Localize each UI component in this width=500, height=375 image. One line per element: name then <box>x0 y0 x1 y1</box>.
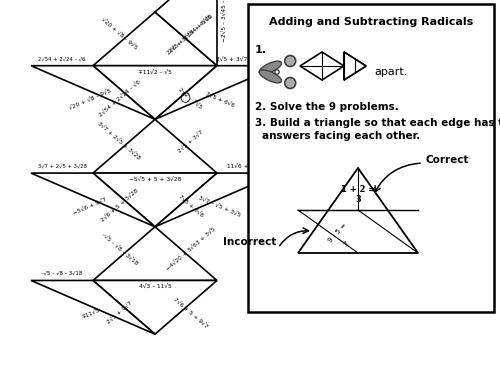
Circle shape <box>284 56 296 66</box>
Text: 1.: 1. <box>255 45 267 55</box>
Bar <box>248 4 494 312</box>
Polygon shape <box>344 52 366 80</box>
Text: 11√6 + 12√10: 11√6 + 12√10 <box>227 164 269 169</box>
Text: –√5 – √8 – 3√18: –√5 – √8 – 3√18 <box>100 231 138 266</box>
Text: 3. Build a triangle so that each edge has the same: 3. Build a triangle so that each edge ha… <box>255 118 500 128</box>
Text: 1 + 2 =: 1 + 2 = <box>341 186 375 195</box>
Text: 2√5 + 9√7: 2√5 + 9√7 <box>106 300 133 325</box>
Text: 2√2 – 7√5: 2√2 – 7√5 <box>178 86 204 109</box>
Text: 2√54 + 2√24 – √6: 2√54 + 2√24 – √6 <box>38 56 86 61</box>
Text: √20 + √8 – 9√5: √20 + √8 – 9√5 <box>68 87 112 110</box>
Polygon shape <box>93 227 217 280</box>
Circle shape <box>275 70 279 74</box>
Text: 7√6 + 5 + 9√7: 7√6 + 5 + 9√7 <box>172 296 209 329</box>
Text: −4√20 + 3√63 + 3√5: −4√20 + 3√63 + 3√5 <box>165 225 216 271</box>
Text: 7: 7 <box>342 240 349 248</box>
Text: 3√5 + 3√7 – √5 – 3√7: 3√5 + 3√7 – √5 – 3√7 <box>216 56 280 62</box>
Text: ∓11√5: ∓11√5 <box>80 308 100 320</box>
Text: 3√7 – √5 + 3√5: 3√7 – √5 + 3√5 <box>198 195 242 218</box>
Polygon shape <box>93 12 217 66</box>
Text: 2√5 + 2√54 + 5√5: 2√5 + 2√54 + 5√5 <box>168 13 213 54</box>
Text: −5√5 + 5 + 3√28: −5√5 + 5 + 3√28 <box>129 177 181 182</box>
Text: −5√6 + 9√7: −5√6 + 9√7 <box>72 197 108 216</box>
Polygon shape <box>93 66 217 119</box>
Text: 2√5 + 3√7: 2√5 + 3√7 <box>177 129 204 153</box>
Text: 7√5 + 6√6: 7√5 + 6√6 <box>204 90 235 108</box>
Text: 3: 3 <box>355 195 361 204</box>
Text: apart.: apart. <box>374 67 408 77</box>
Text: 7√5 + 6√6: 7√5 + 6√6 <box>177 193 204 217</box>
Polygon shape <box>344 52 366 80</box>
Ellipse shape <box>260 70 281 83</box>
Circle shape <box>284 78 296 88</box>
Text: –√5 – √8 – 3√18: –√5 – √8 – 3√18 <box>42 271 82 276</box>
Polygon shape <box>155 66 279 119</box>
Polygon shape <box>31 66 155 119</box>
Polygon shape <box>300 52 344 80</box>
Text: answers facing each other.: answers facing each other. <box>262 131 420 141</box>
Text: ○: ○ <box>180 92 190 104</box>
Ellipse shape <box>260 61 281 74</box>
Text: 3√7 + 2√5 + 3√28: 3√7 + 2√5 + 3√28 <box>97 121 142 161</box>
Polygon shape <box>298 168 418 253</box>
Text: 2√6 + 5 + 3√28: 2√6 + 5 + 3√28 <box>100 188 139 223</box>
Polygon shape <box>155 0 217 66</box>
Text: ∓11√2 – √5: ∓11√2 – √5 <box>138 69 172 74</box>
Polygon shape <box>155 173 279 227</box>
Polygon shape <box>31 173 155 227</box>
Text: −2√5 – 3√45 – 2√12: −2√5 – 3√45 – 2√12 <box>222 0 226 42</box>
Text: 2√6 + 3√54 + 4√90: 2√6 + 3√54 + 4√90 <box>166 13 214 55</box>
Text: 4√3 – 11√5: 4√3 – 11√5 <box>138 284 172 289</box>
Text: 2. Solve the 9 problems.: 2. Solve the 9 problems. <box>255 102 399 112</box>
Text: 3√7 + 2√5 + 3√28: 3√7 + 2√5 + 3√28 <box>38 164 86 169</box>
Text: Correct: Correct <box>426 155 470 165</box>
Text: 9 - 5 =: 9 - 5 = <box>328 222 348 244</box>
Polygon shape <box>93 280 217 334</box>
Text: √20 + √8 – 9√5: √20 + √8 – 9√5 <box>100 16 138 51</box>
Polygon shape <box>31 280 155 334</box>
Polygon shape <box>93 119 217 173</box>
Polygon shape <box>93 173 217 227</box>
Text: Adding and Subtracting Radicals: Adding and Subtracting Radicals <box>269 17 473 27</box>
Text: 2√54 + 2√24 – √6: 2√54 + 2√24 – √6 <box>98 78 141 117</box>
Text: Incorrect: Incorrect <box>222 237 276 247</box>
